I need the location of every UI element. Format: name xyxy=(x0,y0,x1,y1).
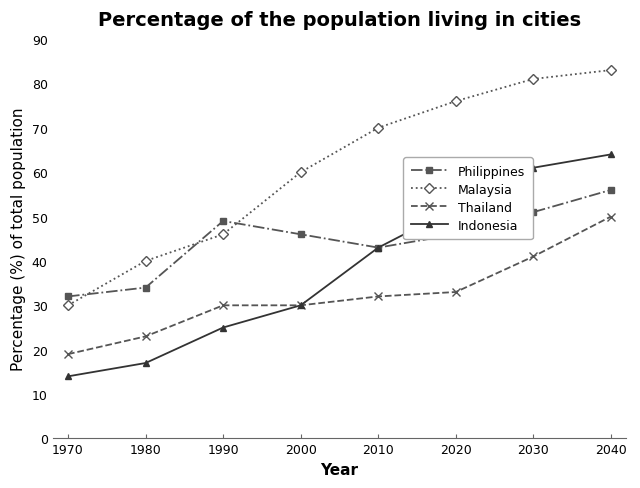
Indonesia xyxy=(529,165,537,171)
Malaysia xyxy=(220,232,227,238)
Malaysia xyxy=(141,259,149,264)
Thailand xyxy=(220,303,227,308)
Philippines xyxy=(220,219,227,224)
Line: Malaysia: Malaysia xyxy=(65,67,614,309)
Malaysia xyxy=(64,303,72,308)
Line: Indonesia: Indonesia xyxy=(65,152,614,380)
Indonesia xyxy=(64,374,72,380)
X-axis label: Year: Year xyxy=(321,462,358,477)
Philippines xyxy=(297,232,305,238)
Thailand xyxy=(607,214,615,220)
Title: Percentage of the population living in cities: Percentage of the population living in c… xyxy=(98,11,581,30)
Thailand xyxy=(374,294,382,300)
Thailand xyxy=(452,289,460,295)
Y-axis label: Percentage (%) of total population: Percentage (%) of total population xyxy=(11,108,26,371)
Indonesia xyxy=(607,152,615,158)
Thailand xyxy=(64,351,72,357)
Thailand xyxy=(297,303,305,308)
Indonesia xyxy=(297,303,305,308)
Indonesia xyxy=(452,205,460,211)
Line: Philippines: Philippines xyxy=(65,187,614,300)
Philippines xyxy=(529,210,537,216)
Indonesia xyxy=(141,360,149,366)
Philippines xyxy=(64,294,72,300)
Thailand xyxy=(529,254,537,260)
Malaysia xyxy=(607,68,615,74)
Philippines xyxy=(141,285,149,291)
Malaysia xyxy=(374,125,382,131)
Malaysia xyxy=(297,170,305,176)
Philippines xyxy=(607,187,615,193)
Philippines xyxy=(374,245,382,251)
Philippines xyxy=(452,232,460,238)
Indonesia xyxy=(220,325,227,331)
Legend: Philippines, Malaysia, Thailand, Indonesia: Philippines, Malaysia, Thailand, Indones… xyxy=(403,158,533,240)
Indonesia xyxy=(374,245,382,251)
Malaysia xyxy=(452,99,460,105)
Malaysia xyxy=(529,77,537,82)
Thailand xyxy=(141,334,149,340)
Line: Thailand: Thailand xyxy=(64,213,615,359)
